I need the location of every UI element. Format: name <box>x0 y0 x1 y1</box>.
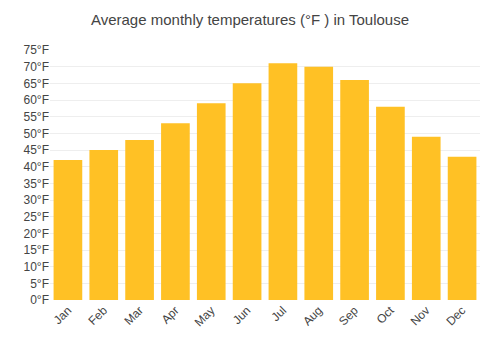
svg-text:Oct: Oct <box>374 303 398 327</box>
svg-text:Feb: Feb <box>86 303 111 328</box>
svg-text:15°F: 15°F <box>24 243 49 257</box>
svg-text:35°F: 35°F <box>24 177 49 191</box>
svg-text:Apr: Apr <box>159 303 182 326</box>
svg-text:Mar: Mar <box>121 303 146 328</box>
svg-text:50°F: 50°F <box>24 127 49 141</box>
svg-text:60°F: 60°F <box>24 93 49 107</box>
svg-text:Nov: Nov <box>408 303 433 328</box>
svg-text:Dec: Dec <box>443 303 468 328</box>
svg-text:75°F: 75°F <box>24 43 49 57</box>
svg-text:5°F: 5°F <box>30 277 49 291</box>
svg-text:20°F: 20°F <box>24 227 49 241</box>
svg-text:Jan: Jan <box>51 303 75 327</box>
svg-text:May: May <box>192 303 218 329</box>
svg-text:Average monthly temperatures (: Average monthly temperatures (°F ) in To… <box>91 11 409 28</box>
svg-text:40°F: 40°F <box>24 160 49 174</box>
svg-text:55°F: 55°F <box>24 110 49 124</box>
svg-text:70°F: 70°F <box>24 60 49 74</box>
svg-text:Jun: Jun <box>230 303 254 327</box>
svg-text:25°F: 25°F <box>24 210 49 224</box>
svg-text:10°F: 10°F <box>24 260 49 274</box>
svg-text:65°F: 65°F <box>24 77 49 91</box>
svg-text:0°F: 0°F <box>30 293 49 307</box>
svg-text:Aug: Aug <box>300 303 325 328</box>
svg-text:Jul: Jul <box>269 303 290 324</box>
svg-text:Sep: Sep <box>336 303 361 328</box>
svg-text:30°F: 30°F <box>24 193 49 207</box>
svg-text:45°F: 45°F <box>24 143 49 157</box>
